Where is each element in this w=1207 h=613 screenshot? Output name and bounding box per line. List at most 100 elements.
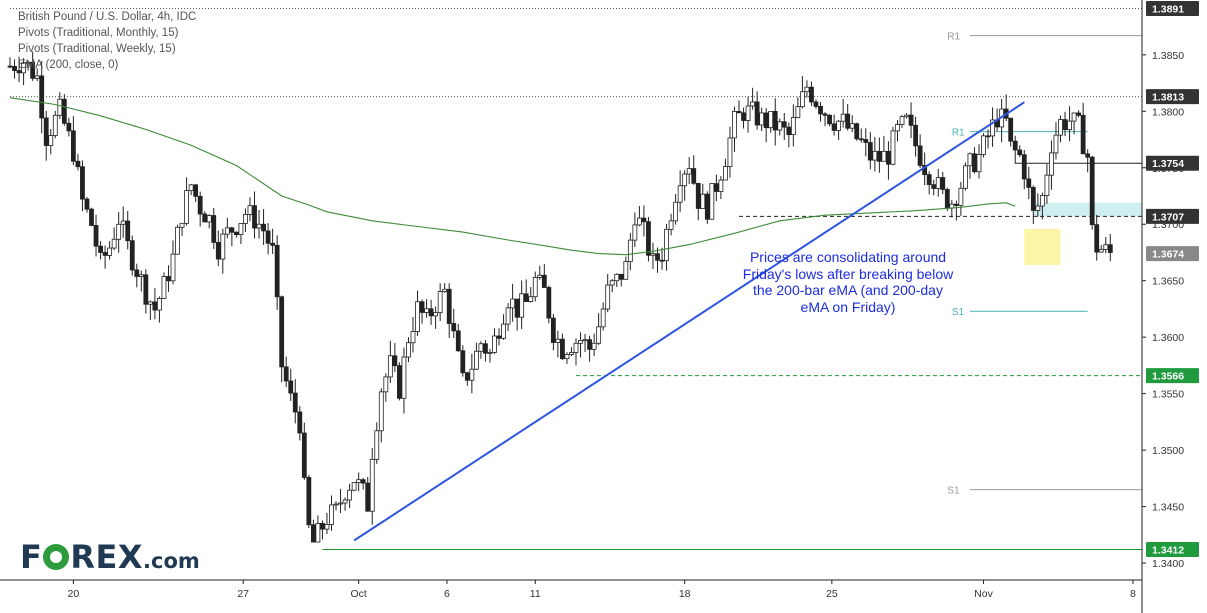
candle-body: [904, 114, 909, 118]
candle-body: [510, 298, 516, 309]
candle-body: [288, 380, 294, 394]
candle-body: [1039, 195, 1045, 207]
candle-body: [646, 221, 651, 256]
price-tag-0: 1.3891: [1152, 4, 1184, 16]
candle-body: [777, 121, 783, 131]
candle-body: [292, 392, 298, 413]
candle-body: [618, 273, 624, 280]
candle-body: [582, 339, 588, 342]
candle-body: [460, 350, 466, 374]
x-tick-label-1: 27: [237, 588, 249, 600]
candle-body: [419, 301, 425, 313]
candle-body: [342, 499, 348, 504]
candle-body: [111, 238, 117, 249]
candle-body: [1062, 119, 1068, 131]
candle-body: [369, 458, 375, 512]
x-tick-label-2: Oct: [350, 588, 366, 600]
candle-body: [596, 326, 602, 344]
candle-body: [564, 354, 570, 360]
candle-body: [179, 222, 185, 228]
price-tag-4: 1.3674: [1152, 249, 1184, 261]
candle-body: [84, 198, 90, 210]
candle-body: [677, 185, 683, 203]
candle-body: [43, 117, 49, 146]
price-tag-bg-2: [1146, 155, 1199, 171]
candle-body: [30, 61, 36, 79]
candle-body: [338, 502, 343, 505]
candle-body: [197, 195, 203, 215]
pivot-label-3: S1: [947, 486, 960, 497]
candle-body: [781, 121, 787, 128]
candle-body: [718, 179, 724, 192]
candle-body: [953, 203, 959, 206]
price-tag-6: 1.3412: [1152, 545, 1184, 557]
candle-body: [772, 111, 778, 131]
candle-body: [754, 101, 760, 126]
candle-body: [727, 137, 733, 167]
candle-body: [695, 182, 701, 209]
candle-body: [1076, 112, 1082, 116]
candle-body: [378, 391, 384, 432]
candle-body: [944, 189, 950, 209]
candle-body: [134, 269, 140, 277]
candle-body: [147, 301, 153, 305]
candle-body: [745, 105, 751, 121]
candle-body: [713, 183, 719, 192]
candle-body: [473, 350, 479, 370]
logo-o-icon: [43, 544, 70, 570]
candle-body: [890, 130, 896, 165]
candle-body: [52, 114, 58, 136]
price-tags: 1.3891 1.3813 1.3754 1.3707 1.3674 1.3566 1.34…: [1146, 1, 1199, 558]
candle-body: [935, 177, 941, 189]
candle-body: [25, 61, 31, 64]
candle-body: [541, 274, 547, 288]
candle-body: [351, 482, 357, 491]
candle-body: [93, 225, 99, 247]
candle-body: [224, 227, 230, 235]
candle-body: [926, 174, 932, 186]
candle-body: [387, 355, 393, 378]
candle-body: [1030, 187, 1036, 211]
candle-body: [161, 276, 167, 299]
candle-body: [1067, 120, 1072, 131]
candle-body: [732, 111, 737, 139]
candle-body: [790, 117, 796, 136]
y-tick-label-4: 1.3650: [1152, 276, 1184, 288]
candle-body: [768, 111, 774, 129]
candle-body: [917, 145, 923, 166]
legend-monthly-pivots: Pivots (Traditional, Monthly, 15): [18, 27, 179, 39]
price-tag-1: 1.3813: [1152, 92, 1184, 104]
candle-body: [605, 284, 611, 310]
chart-annotation: Prices are consolidating around Friday's…: [742, 249, 954, 315]
candle-body: [668, 220, 674, 230]
candle-body: [238, 223, 244, 235]
price-tag-3: 1.3707: [1152, 211, 1184, 223]
candle-body: [138, 274, 144, 277]
candle-body: [967, 153, 973, 167]
candle-body: [1080, 114, 1086, 155]
candle-body: [555, 338, 561, 343]
candle-body: [958, 187, 964, 206]
candle-body: [632, 224, 638, 241]
candle-body: [1008, 117, 1014, 142]
candle-body: [872, 150, 878, 161]
candle-body: [206, 215, 212, 223]
candle-body: [70, 130, 76, 162]
candle-body: [600, 308, 606, 328]
candle-body: [831, 123, 837, 131]
candle-body: [310, 524, 316, 543]
candle-body: [664, 228, 669, 262]
candle-body: [972, 153, 977, 173]
candle-body: [252, 205, 257, 229]
logo-letters-rex: REX: [70, 538, 144, 576]
candle-body: [125, 220, 131, 242]
candle-body: [215, 242, 221, 260]
x-tick-label-4: 11: [530, 588, 541, 600]
candle-body: [483, 343, 488, 354]
candle-body: [854, 123, 860, 140]
zone-1: [1024, 228, 1061, 265]
candle-body: [528, 296, 534, 302]
candle-body: [691, 168, 697, 184]
